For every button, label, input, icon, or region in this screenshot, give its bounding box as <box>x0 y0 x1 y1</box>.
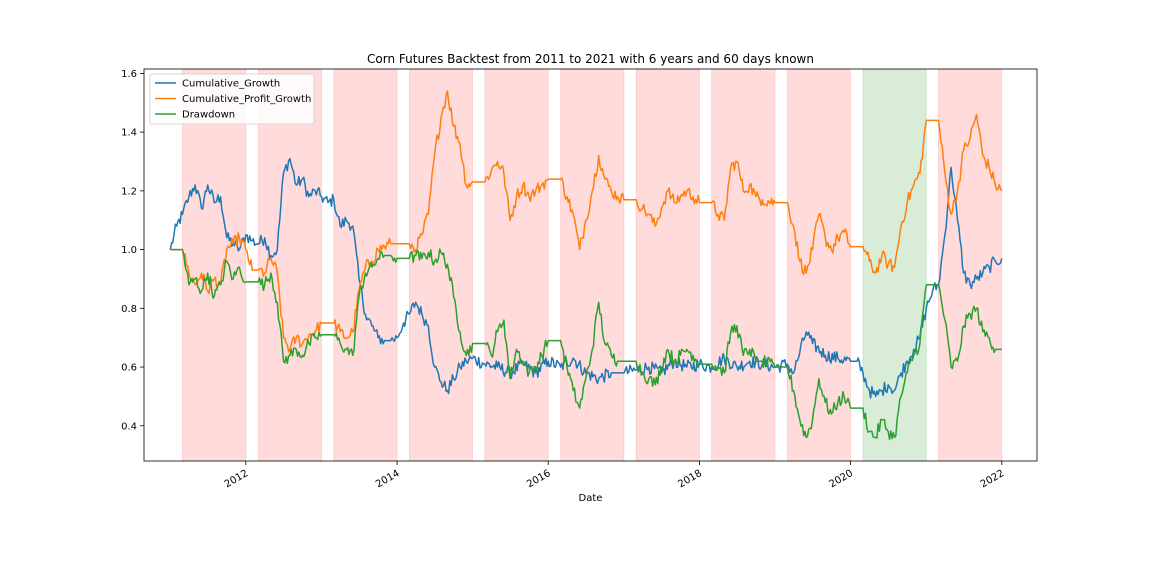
series-line-drawdown <box>170 248 1002 441</box>
y-tick-label: 0.8 <box>121 304 137 315</box>
shaded-region-9 <box>786 68 851 462</box>
y-tick-label: 0.4 <box>121 421 137 432</box>
legend: Cumulative_Growth Cumulative_Profit_Growt… <box>149 73 315 125</box>
legend-label-cumulative-growth: Cumulative_Growth <box>182 79 280 90</box>
series-lines <box>169 90 1003 441</box>
y-tick-label: 1.4 <box>121 128 137 139</box>
legend-label-drawdown: Drawdown <box>182 110 235 121</box>
y-axis-ticks: 0.4 0.6 0.8 1.0 1.2 1.4 1.6 <box>121 69 144 432</box>
plot-frame <box>143 68 1038 462</box>
x-axis-title: Date <box>579 493 603 504</box>
shaded-region-11 <box>938 68 1003 462</box>
shaded-region-1 <box>182 68 247 462</box>
series-line-cumulative-growth <box>169 157 1003 399</box>
legend-label-cumulative-profit-growth: Cumulative_Profit_Growth <box>182 94 311 105</box>
shaded-region-4 <box>409 68 473 462</box>
shaded-regions <box>182 68 1003 462</box>
shaded-region-7 <box>635 68 700 462</box>
y-tick-label: 0.6 <box>121 363 137 374</box>
chart-title: Corn Futures Backtest from 2011 to 2021 … <box>367 52 814 66</box>
shaded-region-5 <box>484 68 549 462</box>
legend-box <box>149 73 315 125</box>
shaded-region-8 <box>711 68 776 462</box>
y-tick-label: 1.2 <box>121 186 137 197</box>
y-tick-label: 1.6 <box>121 69 137 80</box>
series-line-cumulative-profit-growth <box>170 90 1003 353</box>
y-tick-label: 1.0 <box>121 245 137 256</box>
legend-items: Cumulative_Growth Cumulative_Profit_Growt… <box>155 79 311 121</box>
shaded-region-6 <box>560 68 625 462</box>
